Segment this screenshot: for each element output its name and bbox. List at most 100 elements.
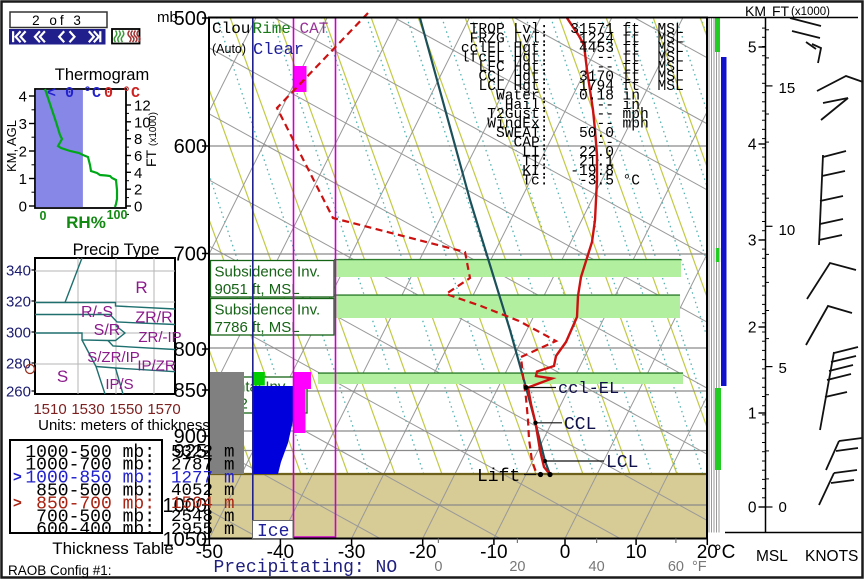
- svg-text:ft: ft: [623, 79, 641, 95]
- svg-text:KM, AGL: KM, AGL: [4, 120, 19, 172]
- svg-text:40: 40: [589, 559, 605, 575]
- svg-text:MSL: MSL: [658, 41, 684, 57]
- svg-text:2: 2: [748, 320, 757, 337]
- svg-text:1570: 1570: [147, 401, 180, 418]
- svg-text:TROP Lvl:: TROP Lvl:: [470, 22, 549, 38]
- svg-text:0: 0: [434, 559, 442, 575]
- svg-text:20: 20: [509, 559, 525, 575]
- svg-text:Subsidence Inv.: Subsidence Inv.: [215, 264, 321, 281]
- svg-text:--: --: [596, 107, 614, 123]
- svg-text:1: 1: [748, 406, 757, 423]
- svg-text:LFC Hgt:: LFC Hgt:: [478, 60, 548, 76]
- svg-text:10: 10: [779, 222, 796, 239]
- svg-text:FRZG Lvl:: FRZG Lvl:: [470, 32, 549, 48]
- svg-text:m: m: [224, 468, 235, 488]
- svg-text:>: >: [13, 494, 22, 511]
- svg-text:LCL Hgt:: LCL Hgt:: [478, 79, 548, 95]
- svg-text:4: 4: [748, 137, 757, 154]
- svg-text:6: 6: [134, 148, 142, 165]
- svg-text:T2Gust:: T2Gust:: [487, 107, 548, 123]
- svg-text:1530: 1530: [71, 401, 104, 418]
- svg-text:S: S: [57, 367, 68, 386]
- svg-text:1000-700 mb:: 1000-700 mb:: [25, 456, 155, 476]
- svg-text:mph: mph: [623, 117, 649, 133]
- svg-text:3170: 3170: [579, 69, 614, 85]
- svg-text:-40: -40: [267, 542, 294, 563]
- svg-text:°C: °C: [714, 542, 735, 563]
- svg-text:0: 0: [134, 199, 142, 216]
- svg-text:RH%: RH%: [66, 213, 106, 232]
- svg-text:850-700 mb:: 850-700 mb:: [36, 494, 155, 514]
- svg-text:KNOTS: KNOTS: [805, 548, 858, 565]
- svg-text:Hail:: Hail:: [505, 98, 549, 114]
- svg-text:21.1: 21.1: [579, 155, 614, 171]
- svg-text:2 of 3: 2 of 3: [32, 13, 84, 28]
- svg-text:CCL: CCL: [564, 415, 596, 435]
- svg-text:ft: ft: [623, 50, 641, 66]
- svg-text:2548: 2548: [171, 507, 213, 527]
- svg-text:900: 900: [174, 426, 207, 448]
- svg-text:ft: ft: [623, 32, 641, 48]
- svg-text:31571: 31571: [570, 22, 614, 38]
- svg-text:320: 320: [6, 294, 31, 311]
- svg-text:MSL: MSL: [658, 79, 684, 95]
- svg-text:1000-850 mb:: 1000-850 mb:: [25, 469, 155, 489]
- svg-text:Tc:: Tc:: [522, 174, 548, 190]
- svg-text:m: m: [224, 507, 235, 527]
- svg-text:700-500 mb:: 700-500 mb:: [36, 507, 155, 527]
- svg-text:500: 500: [174, 8, 207, 30]
- svg-text:260: 260: [6, 384, 31, 401]
- svg-text:0.18: 0.18: [579, 88, 614, 104]
- svg-text:1510: 1510: [33, 401, 66, 418]
- svg-text:Thermogram: Thermogram: [55, 66, 149, 84]
- svg-text:m: m: [224, 443, 235, 463]
- svg-text:0 °C: 0 °C: [104, 85, 140, 102]
- svg-text:< 0 °C: < 0 °C: [47, 85, 101, 102]
- svg-text:50.0: 50.0: [579, 126, 614, 142]
- svg-text:3: 3: [748, 233, 757, 250]
- svg-text:ft: ft: [623, 60, 641, 76]
- svg-text:MSL: MSL: [658, 69, 684, 85]
- svg-text:300: 300: [6, 325, 31, 342]
- svg-text:4: 4: [134, 165, 142, 182]
- svg-text:-19.8: -19.8: [570, 164, 614, 180]
- svg-text:850: 850: [174, 380, 207, 402]
- svg-text:2955: 2955: [171, 520, 213, 540]
- svg-text:m: m: [224, 520, 235, 540]
- svg-text:m: m: [224, 481, 235, 501]
- svg-text:20: 20: [697, 542, 718, 563]
- svg-text:0: 0: [560, 542, 571, 563]
- svg-text:1794: 1794: [579, 79, 614, 95]
- svg-text:0: 0: [748, 500, 757, 517]
- svg-text:ft: ft: [623, 41, 641, 57]
- svg-text:5: 5: [748, 40, 757, 57]
- svg-text:2787: 2787: [171, 455, 213, 475]
- svg-text:Lift: Lift: [477, 467, 520, 487]
- svg-text:Subsidence Inv.: Subsidence Inv.: [215, 302, 321, 319]
- svg-text:FT: FT: [143, 149, 159, 167]
- svg-text:m: m: [224, 455, 235, 475]
- svg-text:1224: 1224: [579, 32, 614, 48]
- svg-text:925: 925: [174, 441, 207, 463]
- svg-text:1050: 1050: [163, 529, 208, 551]
- svg-text:CAT: CAT: [300, 20, 329, 38]
- svg-text:Thickness Table: Thickness Table: [52, 539, 174, 558]
- svg-text:m: m: [224, 494, 235, 514]
- svg-text:ft: ft: [623, 69, 641, 85]
- svg-text:RAOB Config #1:: RAOB Config #1:: [8, 563, 112, 578]
- svg-text:FT: FT: [772, 3, 790, 19]
- svg-text:2: 2: [19, 144, 27, 161]
- svg-text:60: 60: [668, 559, 684, 575]
- svg-text:lfcEL Hgt:: lfcEL Hgt:: [461, 50, 549, 66]
- svg-text:in: in: [623, 98, 641, 114]
- svg-text:mb: mb: [157, 9, 178, 26]
- svg-text:10: 10: [134, 114, 151, 131]
- svg-text:-30: -30: [338, 542, 365, 563]
- svg-text:Precip Type: Precip Type: [73, 241, 160, 259]
- svg-text:(x1000): (x1000): [148, 112, 159, 146]
- svg-text:3: 3: [19, 116, 27, 133]
- svg-text:mph: mph: [623, 107, 649, 123]
- svg-text:°C: °C: [623, 174, 641, 190]
- svg-text:340: 340: [6, 263, 31, 280]
- svg-text:Water:: Water:: [496, 88, 549, 104]
